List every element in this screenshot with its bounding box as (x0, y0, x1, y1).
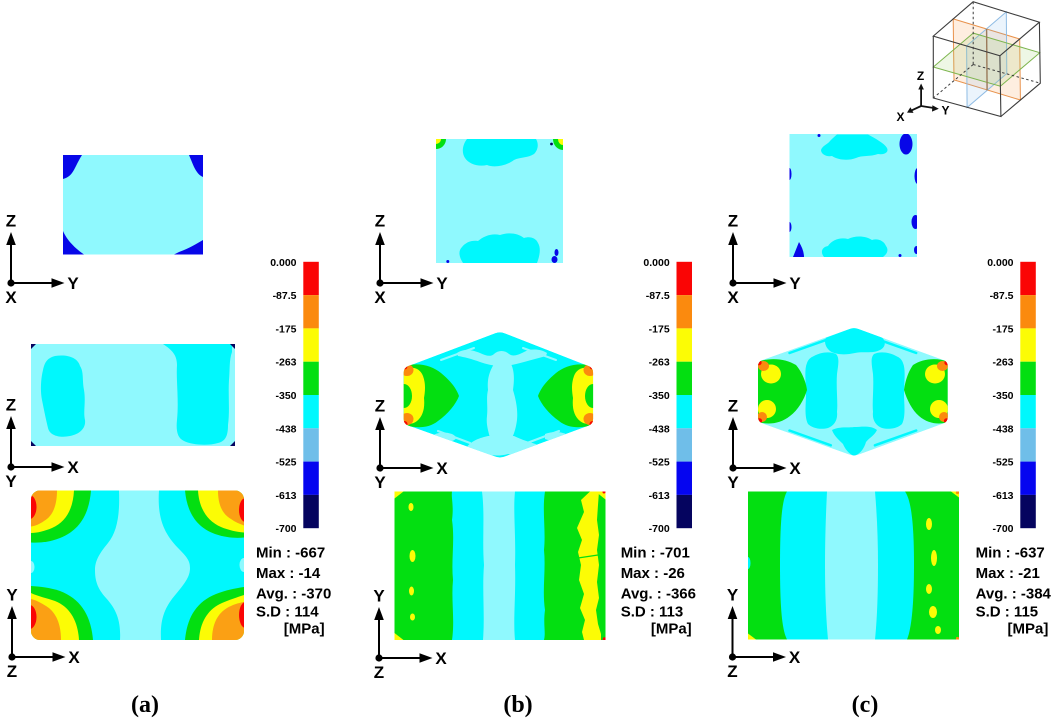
svg-text:Max : -14: Max : -14 (256, 565, 321, 582)
svg-text:Min : -701: Min : -701 (621, 545, 690, 562)
svg-text:(c): (c) (852, 692, 879, 718)
svg-text:Z: Z (728, 397, 738, 416)
svg-text:-438: -438 (275, 423, 296, 435)
svg-text:-700: -700 (992, 523, 1013, 535)
svg-text:-175: -175 (275, 323, 296, 335)
svg-text:Z: Z (375, 397, 385, 416)
svg-text:X: X (67, 458, 79, 477)
svg-text:-700: -700 (649, 523, 670, 535)
svg-text:-87.5: -87.5 (646, 290, 670, 302)
svg-text:-263: -263 (992, 357, 1013, 369)
svg-text:Y: Y (6, 586, 18, 605)
svg-text:Min : -637: Min : -637 (976, 545, 1045, 562)
svg-text:X: X (5, 288, 17, 307)
svg-text:Max : -21: Max : -21 (976, 565, 1040, 582)
svg-text:-175: -175 (649, 323, 670, 335)
svg-text:Y: Y (727, 473, 739, 492)
svg-text:Z: Z (6, 396, 16, 415)
svg-text:-350: -350 (992, 390, 1013, 402)
svg-text:Avg. : -384: Avg. : -384 (976, 585, 1052, 602)
svg-text:Y: Y (373, 587, 385, 606)
svg-text:Avg. : -370: Avg. : -370 (256, 585, 331, 602)
svg-text:-87.5: -87.5 (990, 290, 1014, 302)
svg-text:S.D : 114: S.D : 114 (256, 604, 319, 621)
svg-text:Z: Z (728, 212, 738, 231)
svg-text:Avg. : -366: Avg. : -366 (621, 585, 696, 602)
svg-text:X: X (374, 288, 386, 307)
svg-text:[MPa]: [MPa] (1008, 621, 1049, 638)
svg-text:Z: Z (374, 663, 384, 682)
svg-text:-350: -350 (275, 390, 296, 402)
svg-text:Z: Z (7, 662, 17, 681)
svg-text:(a): (a) (131, 692, 159, 718)
svg-text:Y: Y (67, 274, 79, 293)
svg-text:X: X (435, 649, 447, 668)
svg-text:Max : -26: Max : -26 (621, 565, 685, 582)
svg-text:Z: Z (727, 662, 737, 681)
svg-text:-175: -175 (992, 323, 1013, 335)
svg-text:-350: -350 (649, 390, 670, 402)
svg-text:X: X (727, 288, 739, 307)
svg-text:-87.5: -87.5 (273, 290, 297, 302)
svg-text:0.000: 0.000 (987, 257, 1013, 269)
svg-text:-525: -525 (992, 457, 1013, 469)
svg-text:X: X (789, 459, 801, 478)
svg-text:S.D : 113: S.D : 113 (621, 604, 684, 621)
svg-text:Z: Z (375, 212, 385, 231)
svg-text:-263: -263 (275, 357, 296, 369)
svg-text:-700: -700 (275, 523, 296, 535)
svg-text:Y: Y (789, 274, 801, 293)
svg-text:X: X (436, 459, 448, 478)
svg-text:Y: Y (436, 274, 448, 293)
svg-text:0.000: 0.000 (643, 257, 669, 269)
svg-text:X: X (896, 110, 904, 124)
svg-text:S.D : 115: S.D : 115 (976, 604, 1039, 621)
svg-text:-613: -613 (992, 490, 1013, 502)
svg-text:[MPa]: [MPa] (284, 621, 325, 638)
svg-text:-613: -613 (275, 490, 296, 502)
svg-text:Min : -667: Min : -667 (256, 545, 325, 562)
svg-text:X: X (789, 648, 801, 667)
svg-text:-438: -438 (649, 423, 670, 435)
svg-text:Y: Y (941, 104, 949, 118)
svg-text:0.000: 0.000 (270, 257, 296, 269)
svg-text:-525: -525 (275, 457, 296, 469)
svg-text:-525: -525 (649, 457, 670, 469)
svg-text:-438: -438 (992, 423, 1013, 435)
svg-text:-263: -263 (649, 357, 670, 369)
svg-text:Y: Y (374, 473, 386, 492)
svg-text:[MPa]: [MPa] (651, 621, 692, 638)
svg-text:Y: Y (5, 472, 17, 491)
svg-text:(b): (b) (503, 692, 532, 718)
svg-text:X: X (68, 648, 80, 667)
svg-text:Z: Z (917, 69, 924, 83)
svg-text:Y: Y (727, 586, 739, 605)
svg-text:-613: -613 (649, 490, 670, 502)
svg-text:Z: Z (6, 212, 16, 231)
